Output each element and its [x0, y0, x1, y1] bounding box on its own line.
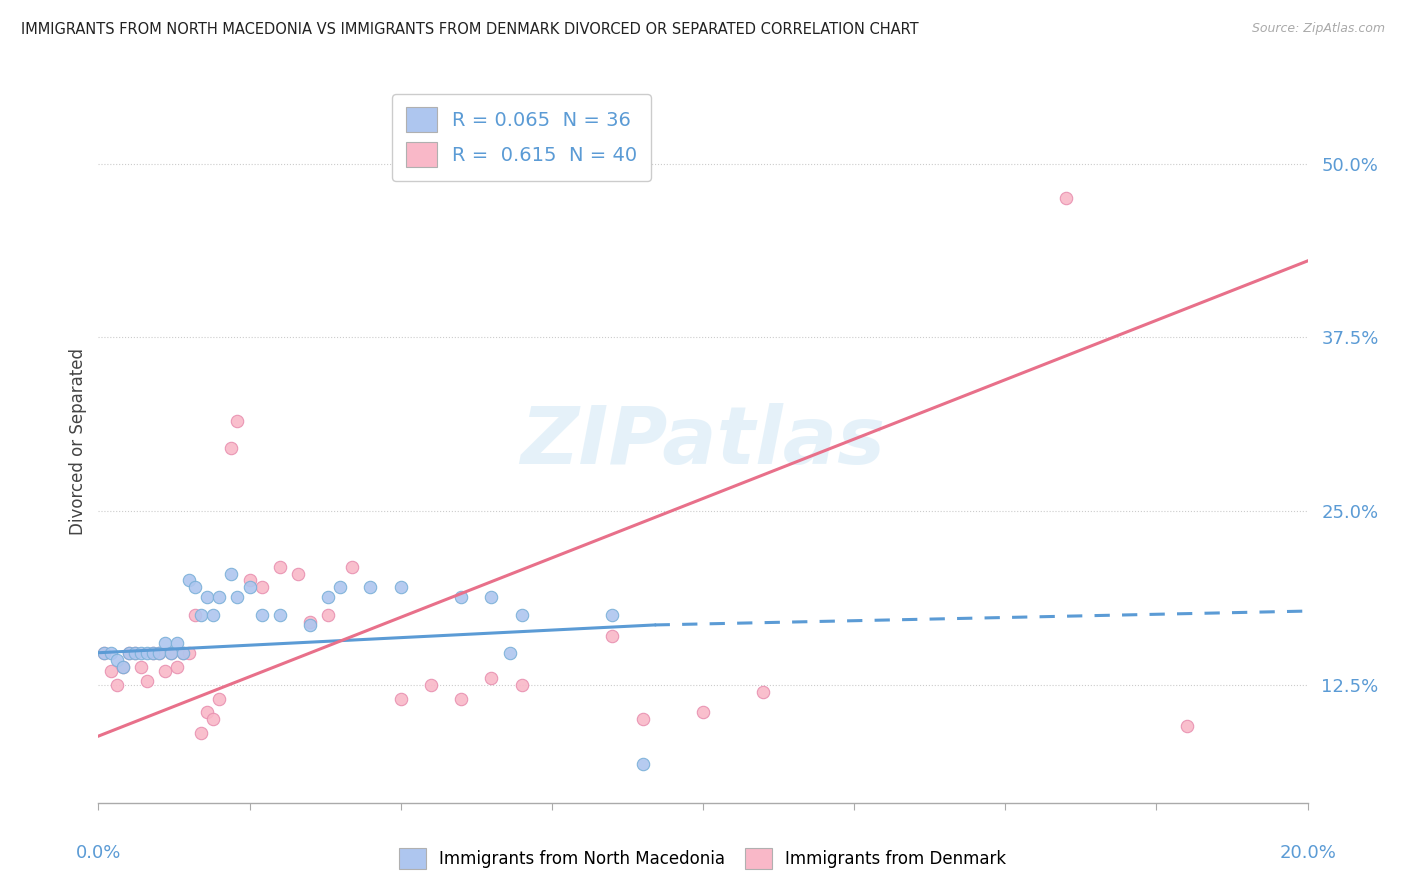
Point	[299, 618, 322, 632]
Point	[481, 590, 503, 604]
Point	[239, 574, 262, 588]
Point	[481, 671, 503, 685]
Point	[172, 646, 194, 660]
Point	[100, 646, 122, 660]
Legend: R = 0.065  N = 36, R =  0.615  N = 40: R = 0.065 N = 36, R = 0.615 N = 40	[392, 94, 651, 180]
Text: IMMIGRANTS FROM NORTH MACEDONIA VS IMMIGRANTS FROM DENMARK DIVORCED OR SEPARATED: IMMIGRANTS FROM NORTH MACEDONIA VS IMMIG…	[21, 22, 918, 37]
Legend: Immigrants from North Macedonia, Immigrants from Denmark: Immigrants from North Macedonia, Immigra…	[389, 838, 1017, 880]
Point	[208, 691, 231, 706]
Point	[166, 636, 188, 650]
Point	[316, 590, 339, 604]
Point	[1054, 191, 1077, 205]
Point	[100, 664, 122, 678]
Point	[160, 646, 183, 660]
Point	[250, 581, 273, 595]
Point	[269, 559, 291, 574]
Point	[450, 691, 472, 706]
Point	[124, 646, 146, 660]
Point	[129, 659, 152, 673]
Point	[329, 581, 352, 595]
Point	[287, 566, 309, 581]
Point	[153, 636, 176, 650]
Point	[420, 678, 443, 692]
Point	[93, 646, 115, 660]
Point	[450, 590, 472, 604]
Point	[179, 574, 201, 588]
Point	[142, 646, 165, 660]
Point	[105, 678, 128, 692]
Point	[166, 659, 188, 673]
Point	[692, 706, 714, 720]
Point	[1175, 719, 1198, 733]
Point	[602, 608, 624, 623]
Point	[93, 646, 115, 660]
Point	[142, 646, 165, 660]
Point	[105, 653, 128, 667]
Point	[118, 646, 141, 660]
Point	[389, 581, 412, 595]
Point	[631, 713, 654, 727]
Point	[153, 664, 176, 678]
Point	[148, 646, 170, 660]
Text: 0.0%: 0.0%	[76, 845, 121, 863]
Point	[208, 590, 231, 604]
Point	[510, 608, 533, 623]
Point	[129, 646, 152, 660]
Point	[752, 684, 775, 698]
Point	[202, 608, 225, 623]
Point	[172, 646, 194, 660]
Point	[184, 581, 207, 595]
Point	[179, 646, 201, 660]
Point	[195, 590, 218, 604]
Point	[202, 713, 225, 727]
Point	[360, 581, 382, 595]
Point	[148, 646, 170, 660]
Point	[190, 608, 212, 623]
Point	[316, 608, 339, 623]
Point	[190, 726, 212, 740]
Point	[389, 691, 412, 706]
Point	[342, 559, 364, 574]
Point	[602, 629, 624, 643]
Point	[299, 615, 322, 630]
Point	[221, 442, 243, 456]
Point	[135, 646, 157, 660]
Point	[118, 646, 141, 660]
Point	[631, 756, 654, 771]
Point	[269, 608, 291, 623]
Point	[135, 673, 157, 688]
Point	[160, 646, 183, 660]
Text: 20.0%: 20.0%	[1279, 845, 1336, 863]
Text: ZIPatlas: ZIPatlas	[520, 402, 886, 481]
Point	[195, 706, 218, 720]
Text: Source: ZipAtlas.com: Source: ZipAtlas.com	[1251, 22, 1385, 36]
Point	[184, 608, 207, 623]
Y-axis label: Divorced or Separated: Divorced or Separated	[69, 348, 87, 535]
Point	[226, 590, 249, 604]
Point	[111, 659, 134, 673]
Point	[111, 659, 134, 673]
Point	[221, 566, 243, 581]
Point	[239, 581, 262, 595]
Point	[250, 608, 273, 623]
Point	[510, 678, 533, 692]
Point	[226, 414, 249, 428]
Point	[498, 646, 520, 660]
Point	[124, 646, 146, 660]
